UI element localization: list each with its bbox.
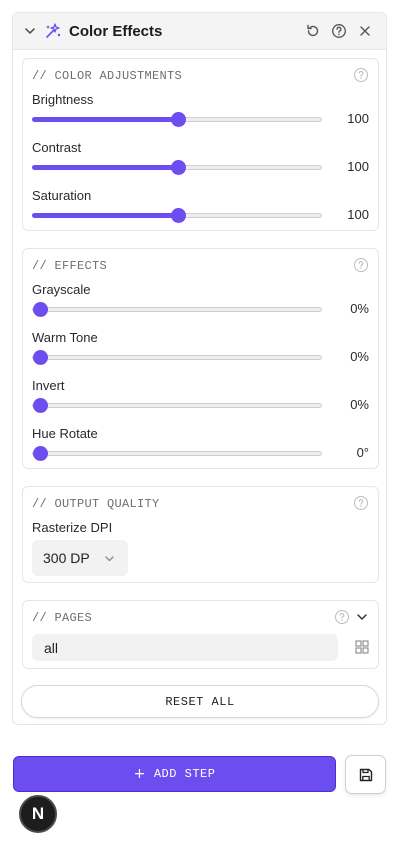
help-circle-icon[interactable] bbox=[334, 609, 350, 625]
slider-label: Grayscale bbox=[32, 282, 91, 297]
slider-label: Brightness bbox=[32, 92, 94, 107]
pages-section: // PAGES all bbox=[22, 600, 379, 669]
save-icon bbox=[359, 768, 372, 781]
reset-all-button[interactable]: RESET ALL bbox=[21, 685, 379, 718]
section-title: // OUTPUT QUALITY bbox=[32, 497, 160, 511]
slider-fill bbox=[32, 117, 177, 122]
slider-thumb[interactable] bbox=[171, 160, 186, 175]
effects-section: // EFFECTS Grayscale 0% Warm Tone 0% Invert 0… bbox=[22, 248, 379, 469]
help-circle-icon[interactable] bbox=[331, 23, 347, 39]
panel-header: Color Effects bbox=[13, 13, 386, 50]
grid-icon[interactable] bbox=[355, 640, 369, 654]
dpi-value: 300 DP bbox=[43, 550, 90, 566]
chevron-down-icon bbox=[105, 556, 114, 562]
dpi-select[interactable]: 300 DP bbox=[32, 540, 128, 576]
slider-thumb[interactable] bbox=[171, 208, 186, 223]
slider-value: 100 bbox=[347, 207, 369, 222]
slider-label: Contrast bbox=[32, 140, 82, 155]
add-step-label: ADD STEP bbox=[153, 767, 216, 781]
slider-track[interactable] bbox=[32, 112, 322, 127]
slider-thumb[interactable] bbox=[33, 446, 48, 461]
color-adjustments-section: // COLOR ADJUSTMENTS Brightness 100 Contra… bbox=[22, 58, 379, 231]
slider-value: 100 bbox=[347, 159, 369, 174]
slider-track[interactable] bbox=[32, 160, 322, 175]
slider-track[interactable] bbox=[32, 446, 322, 461]
color-effects-panel: Color Effects // COLOR ADJUSTMENTS Brigh… bbox=[12, 12, 387, 725]
slider-track[interactable] bbox=[32, 302, 322, 317]
help-circle-icon[interactable] bbox=[353, 495, 369, 511]
slider-label: Warm Tone bbox=[32, 330, 98, 345]
add-step-button[interactable]: + ADD STEP bbox=[13, 756, 336, 792]
save-button[interactable] bbox=[345, 755, 386, 794]
sparkle-effect-icon bbox=[46, 23, 61, 38]
help-circle-icon[interactable] bbox=[353, 67, 369, 83]
slider-label: Saturation bbox=[32, 188, 92, 203]
slider-value: 0% bbox=[350, 301, 369, 316]
section-title: // EFFECTS bbox=[32, 259, 108, 273]
avatar-letter: N bbox=[31, 804, 45, 823]
panel-title: Color Effects bbox=[69, 23, 163, 40]
pages-value: all bbox=[44, 639, 59, 656]
close-icon[interactable] bbox=[357, 23, 373, 39]
slider-value: 0% bbox=[350, 349, 369, 364]
slider-thumb[interactable] bbox=[171, 112, 186, 127]
slider-value: 100 bbox=[347, 111, 369, 126]
slider-value: 0% bbox=[350, 397, 369, 412]
section-title: // COLOR ADJUSTMENTS bbox=[32, 69, 183, 83]
help-circle-icon[interactable] bbox=[353, 257, 369, 273]
slider-label: Invert bbox=[32, 378, 65, 393]
slider-fill bbox=[32, 165, 177, 170]
avatar[interactable]: N bbox=[19, 795, 57, 833]
slider-track[interactable] bbox=[32, 350, 322, 365]
pages-input[interactable]: all bbox=[32, 634, 338, 661]
dpi-label: Rasterize DPI bbox=[32, 520, 113, 535]
slider-label: Hue Rotate bbox=[32, 426, 98, 441]
slider-thumb[interactable] bbox=[33, 302, 48, 317]
slider-thumb[interactable] bbox=[33, 398, 48, 413]
section-title: // PAGES bbox=[32, 611, 93, 625]
chevron-down-icon[interactable] bbox=[23, 24, 37, 38]
slider-value: 0° bbox=[356, 445, 369, 460]
slider-thumb[interactable] bbox=[33, 350, 48, 365]
slider-track[interactable] bbox=[32, 398, 322, 413]
rotate-ccw-icon[interactable] bbox=[305, 23, 321, 39]
output-quality-section: // OUTPUT QUALITY Rasterize DPI 300 DP bbox=[22, 486, 379, 583]
slider-fill bbox=[32, 213, 177, 218]
slider-track[interactable] bbox=[32, 208, 322, 223]
chevron-down-icon[interactable] bbox=[355, 610, 369, 624]
plus-icon: + bbox=[133, 766, 146, 782]
